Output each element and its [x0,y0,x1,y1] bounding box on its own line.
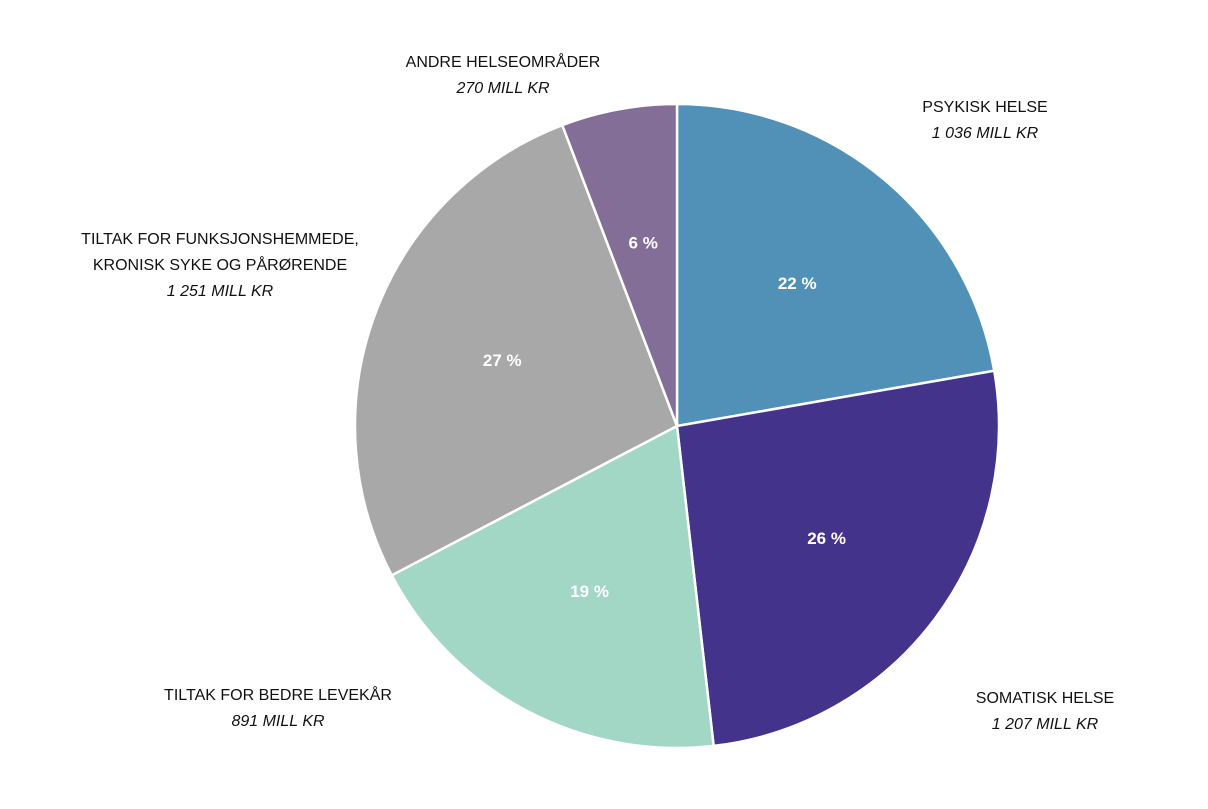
pie-slice-somatisk-helse [675,369,1001,748]
category-name-tiltak-for-funksjonshemmede-0: TILTAK FOR FUNKSJONSHEMMEDE, [81,231,359,248]
category-name-tiltak-for-bedre-levekar-0: TILTAK FOR BEDRE LEVEKÅR [164,685,392,704]
category-labels-layer: PSYKISK HELSE 1 036 MILL KR SOMATISK HELSE… [81,52,1114,733]
percent-label-tiltak-for-funksjonshemmede: 27 % [483,351,522,370]
category-label-tiltak-for-funksjonshemmede: TILTAK FOR FUNKSJONSHEMMEDE, KRONISK SYKE… [81,231,359,300]
pie-slice-tiltak-for-bedre-levekar [390,424,715,750]
percent-label-andre-helseomrader: 6 % [629,233,658,252]
category-label-psykisk-helse: PSYKISK HELSE 1 036 MILL KR [922,99,1047,142]
pie-slice-tiltak-for-funksjonshemmede [353,123,679,577]
category-label-somatisk-helse: SOMATISK HELSE 1 207 MILL KR [976,690,1114,733]
category-value-somatisk-helse: 1 207 MILL KR [992,716,1099,733]
category-name-tiltak-for-funksjonshemmede-1: KRONISK SYKE OG PÅRØRENDE [93,255,347,274]
category-name-andre-helseomrader-0: ANDRE HELSEOMRÅDER [406,52,601,71]
category-value-tiltak-for-bedre-levekar: 891 MILL KR [231,713,325,730]
percent-labels-layer: 22 % 26 % 19 % 27 % 6 % [483,233,846,601]
category-name-psykisk-helse-0: PSYKISK HELSE [922,99,1047,116]
slices-layer [353,102,1001,750]
category-name-somatisk-helse-0: SOMATISK HELSE [976,690,1114,707]
pie-slice-andre-helseomrader [560,102,679,428]
percent-label-somatisk-helse: 26 % [807,529,846,548]
category-label-andre-helseomrader: ANDRE HELSEOMRÅDER 270 MILL KR [406,52,601,97]
category-value-psykisk-helse: 1 036 MILL KR [932,125,1039,142]
pie-slice-psykisk-helse [675,102,996,428]
category-label-tiltak-for-bedre-levekar: TILTAK FOR BEDRE LEVEKÅR 891 MILL KR [164,685,392,730]
category-value-tiltak-for-funksjonshemmede: 1 251 MILL KR [167,283,274,300]
percent-label-tiltak-for-bedre-levekar: 19 % [570,582,609,601]
category-value-andre-helseomrader: 270 MILL KR [455,80,550,97]
percent-label-psykisk-helse: 22 % [778,274,817,293]
